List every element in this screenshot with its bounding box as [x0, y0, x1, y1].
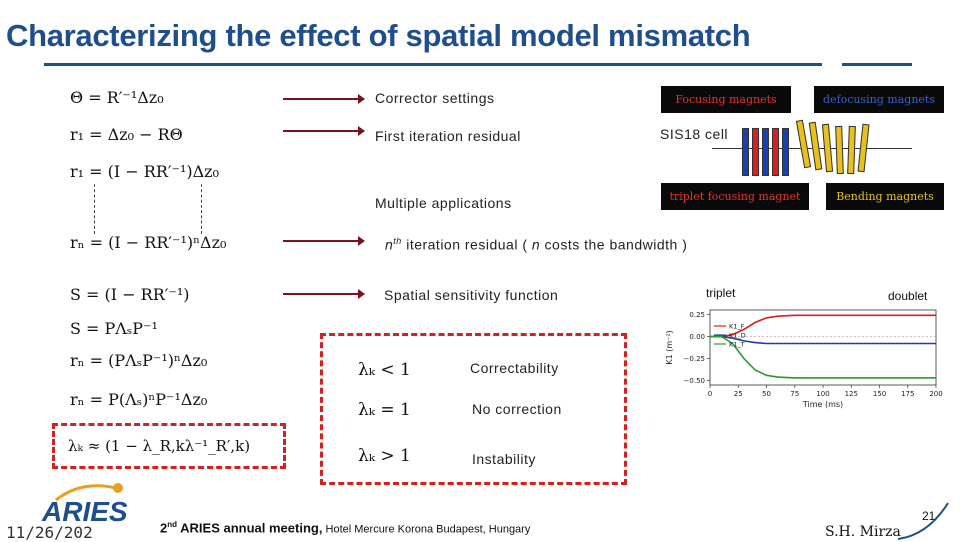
- label-multiple-applications: Multiple applications: [375, 195, 512, 211]
- page-number-arc: [898, 502, 949, 540]
- bending-magnet: [835, 125, 844, 175]
- label-nth-end: costs the bandwidth ): [540, 236, 688, 253]
- y-axis-label: K1 (m⁻²): [665, 330, 674, 364]
- label-n-inline: n: [531, 236, 541, 253]
- y-tick-label: 0.25: [689, 311, 705, 319]
- x-axis-label: Time (ms): [802, 400, 843, 409]
- label-doublet: doublet: [888, 289, 928, 303]
- bending-magnet: [847, 125, 856, 175]
- arrow-right-icon: [283, 236, 365, 246]
- magnet-blue-3: [782, 128, 789, 176]
- dotted-continuation: [201, 184, 202, 234]
- bending-magnet: [808, 121, 823, 171]
- label-instability: Instability: [472, 451, 536, 467]
- footer-date: 11/26/202: [6, 523, 93, 542]
- aries-logo-text: ARIES: [41, 496, 128, 526]
- label-no-correction: No correction: [472, 401, 562, 417]
- footer-author: S.H. Mirza: [825, 524, 901, 540]
- arrow-right-icon: [283, 126, 365, 136]
- lambda-cases-box: [320, 333, 627, 485]
- x-tick-label: 150: [873, 390, 886, 398]
- legend-label: K1_T: [729, 341, 745, 349]
- equation-lambda-approx: λₖ ≈ (1 − λ_R,kλ⁻¹_R′,k): [68, 437, 251, 455]
- y-tick-label: −0.50: [684, 377, 705, 385]
- k1-time-plot: 0 25 50 75 100 125 150 175 200 0.25 0.00 −0.25 −0.50…: [665, 309, 943, 409]
- x-tick-label: 125: [845, 390, 858, 398]
- meeting-name: ARIES annual meeting,: [177, 520, 323, 536]
- title-underline-short: [842, 63, 912, 66]
- meeting-ordinal-suffix: nd: [167, 520, 178, 529]
- plot-frame: [709, 309, 937, 386]
- label-triplet: triplet: [706, 286, 736, 300]
- lambda-equal-one: λₖ = 1: [358, 400, 411, 420]
- legend-label: K1_F: [729, 323, 745, 331]
- defocusing-magnets-box: defocusing magnets: [814, 86, 944, 113]
- lambda-approx-box: [52, 423, 286, 469]
- equation-theta: Θ = R′⁻¹Δz₀: [70, 88, 164, 107]
- label-th: th: [393, 236, 402, 246]
- x-tick-label: 175: [901, 390, 914, 398]
- bending-magnets-box: Bending magnets: [826, 183, 944, 210]
- x-tick-label: 50: [762, 390, 771, 398]
- label-correctability: Correctability: [470, 360, 559, 376]
- series-line-k1-f: [710, 314, 936, 338]
- magnet-blue-1: [742, 128, 749, 176]
- label-first-iteration-residual: First iteration residual: [375, 128, 521, 144]
- x-tick-label: 0: [708, 390, 712, 398]
- page-number: 21: [922, 509, 936, 523]
- label-sis18-cell: SIS18 cell: [660, 126, 729, 142]
- meeting-ordinal: 2: [160, 520, 168, 536]
- lambda-greater-one: λₖ > 1: [358, 446, 411, 466]
- equation-r1: r₁ = Δz₀ − RΘ: [70, 125, 183, 144]
- label-spatial-sensitivity: Spatial sensitivity function: [384, 287, 559, 303]
- series-line-k1-t: [710, 335, 936, 379]
- x-tick-label: 100: [816, 390, 829, 398]
- y-tick-label: 0.00: [689, 333, 705, 341]
- equation-rn-power: rₙ = P(Λₛ)ⁿP⁻¹Δz₀: [70, 390, 208, 409]
- title-underline: [44, 63, 822, 66]
- equation-r1-alt: r₁ = (I − RR′⁻¹)Δz₀: [70, 162, 220, 181]
- y-tick-label: −0.25: [684, 355, 705, 363]
- label-nth-iteration-residual: nth iteration residual ( n costs the ban…: [385, 236, 687, 253]
- lambda-less-than-one: λₖ < 1: [358, 360, 411, 380]
- label-n: n: [385, 236, 394, 253]
- equation-s: S = (I − RR′⁻¹): [70, 285, 190, 304]
- magnet-blue-2: [762, 128, 769, 176]
- equation-rn-decomp: rₙ = (PΛₛP⁻¹)ⁿΔz₀: [70, 351, 208, 370]
- legend-label: K1_D: [729, 332, 746, 340]
- meeting-venue: Hotel Mercure Korona Budapest, Hungary: [322, 523, 531, 536]
- label-corrector-settings: Corrector settings: [375, 90, 495, 106]
- equation-s-decomp: S = PΛₛP⁻¹: [70, 319, 158, 338]
- arrow-right-icon: [283, 289, 365, 299]
- equation-rn: rₙ = (I − RR′⁻¹)ⁿΔz₀: [70, 233, 227, 252]
- arrow-right-icon: [283, 94, 365, 104]
- x-tick-label: 75: [790, 390, 799, 398]
- series-line-k1-d: [710, 335, 936, 345]
- triplet-focusing-magnet-box: triplet focusing magnet: [661, 183, 809, 210]
- label-nth-rest: iteration residual (: [401, 236, 532, 253]
- magnet-red-1: [752, 128, 759, 176]
- x-tick-label: 200: [929, 390, 942, 398]
- focusing-magnets-box: Focusing magnets: [661, 86, 791, 113]
- slide-title: Characterizing the effect of spatial mod…: [6, 18, 751, 53]
- footer-meeting: 2nd ARIES annual meeting, Hotel Mercure …: [160, 520, 530, 535]
- magnet-red-2: [772, 128, 779, 176]
- dotted-continuation: [94, 184, 95, 234]
- aries-logo: ARIES: [41, 483, 128, 526]
- x-tick-label: 25: [734, 390, 743, 398]
